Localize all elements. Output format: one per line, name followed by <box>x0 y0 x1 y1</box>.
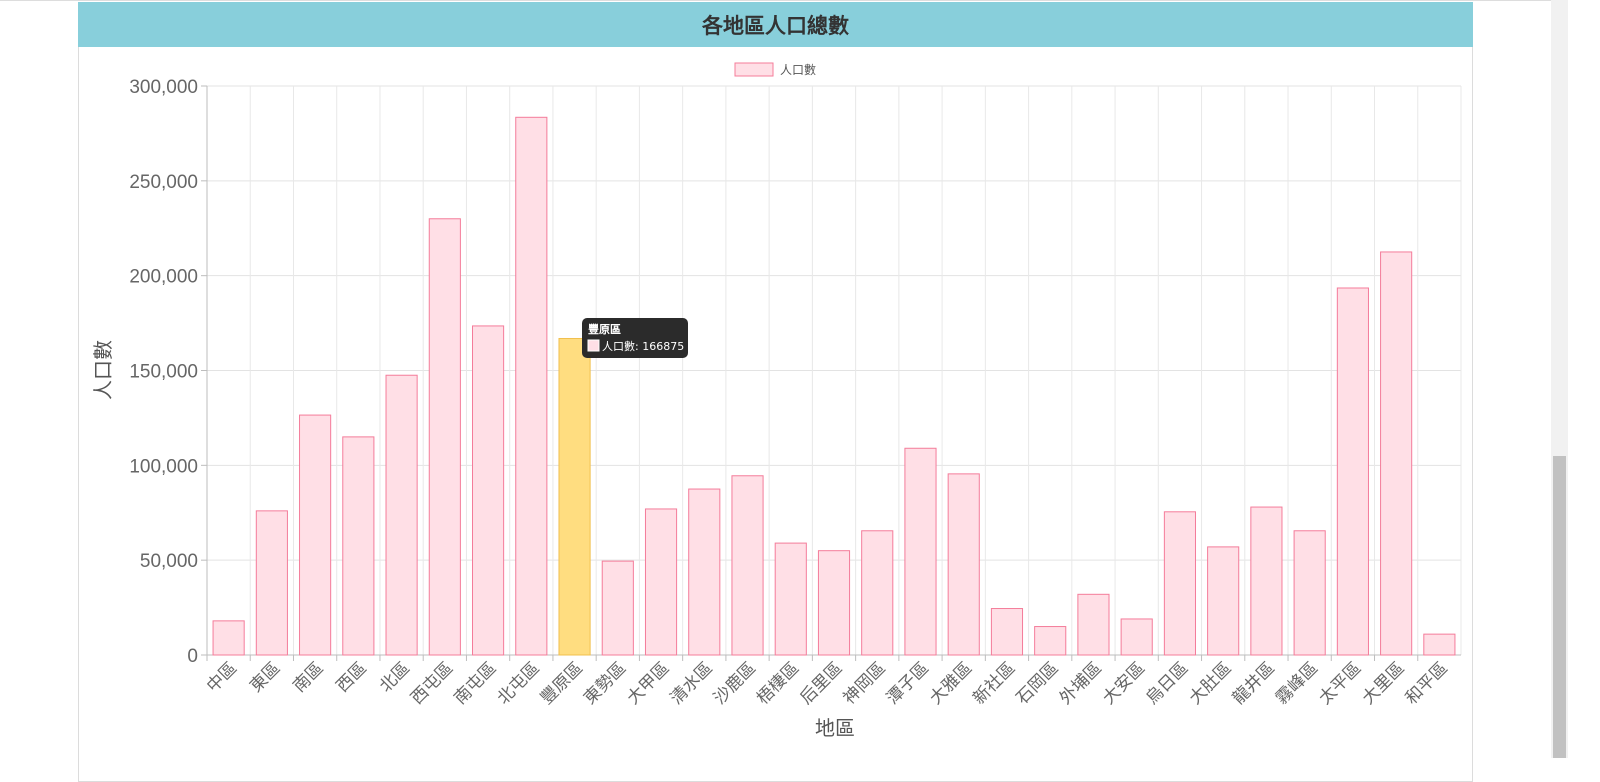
panel-title: 各地區人口總數 <box>702 12 849 38</box>
y-tick-label: 50,000 <box>140 551 198 572</box>
bar <box>472 325 505 656</box>
bar <box>385 374 418 656</box>
population-bar-chart[interactable]: 0 50,000 100,000 150,000 200,000 250,000 300,0… <box>0 0 1600 758</box>
x-tick-label: 大甲區 <box>623 658 673 708</box>
x-tick-label: 中區 <box>203 658 241 696</box>
x-tick-label: 大雅區 <box>926 658 976 708</box>
bar <box>299 414 332 656</box>
bar <box>688 488 721 656</box>
tooltip-box <box>582 318 688 358</box>
bar <box>342 436 375 656</box>
bar <box>947 473 980 656</box>
bar <box>861 530 894 656</box>
legend-swatch <box>734 62 774 77</box>
bar <box>1380 251 1413 656</box>
bar <box>1120 618 1153 656</box>
y-tick-label: 100,000 <box>129 456 198 477</box>
bar <box>255 510 288 656</box>
bar <box>1077 593 1110 656</box>
x-tick-label: 東區 <box>246 658 284 696</box>
bar <box>904 447 937 656</box>
scrollbar-thumb[interactable] <box>1553 456 1566 758</box>
x-tick-label: 西屯區 <box>407 658 457 708</box>
y-tick-label: 0 <box>187 646 198 667</box>
tooltip-swatch <box>587 339 600 352</box>
x-tick-label: 沙鹿區 <box>710 658 760 708</box>
x-axis-title: 地區 <box>815 716 855 740</box>
legend-label: 人口數 <box>780 63 816 77</box>
y-tick-label: 200,000 <box>129 267 198 288</box>
x-tick-label: 龍井區 <box>1229 658 1279 708</box>
x-tick-label: 南屯區 <box>450 658 500 708</box>
y-tick-label: 300,000 <box>129 77 198 98</box>
tooltip-title: 豐原區 <box>588 322 621 336</box>
bar <box>1034 626 1067 656</box>
bar <box>1423 633 1456 656</box>
bar <box>1293 530 1326 656</box>
y-tick-label: 150,000 <box>129 362 198 383</box>
panel-header: 各地區人口總數 <box>78 2 1473 47</box>
bar <box>817 550 851 656</box>
bar <box>774 542 807 656</box>
x-tick-label: 大安區 <box>1099 658 1149 708</box>
bar <box>1336 287 1369 656</box>
x-tick-label: 后里區 <box>796 658 846 708</box>
bar-highlighted <box>558 337 591 656</box>
x-tick-label: 大肚區 <box>1186 658 1236 708</box>
x-tick-label: 豐原區 <box>537 658 587 708</box>
x-tick-label: 西區 <box>333 658 371 696</box>
bar <box>515 116 548 656</box>
y-tick-label: 250,000 <box>129 172 198 193</box>
bar <box>428 218 461 656</box>
x-tick-label: 石岡區 <box>1013 658 1063 708</box>
x-tick-label: 大里區 <box>1358 658 1408 708</box>
x-tick-label: 北屯區 <box>494 658 544 708</box>
bar <box>601 560 634 656</box>
x-tick-label: 太平區 <box>1315 658 1365 708</box>
page-top-border <box>0 0 1600 1</box>
bar <box>731 475 764 656</box>
bar <box>1207 546 1240 656</box>
x-tick-label: 北區 <box>376 658 414 696</box>
bar <box>1163 511 1196 656</box>
right-gutter <box>1568 0 1600 758</box>
x-tick-label: 梧棲區 <box>753 658 803 708</box>
x-tick-label: 霧峰區 <box>1272 658 1322 708</box>
x-tick-label: 清水區 <box>667 658 717 708</box>
tooltip-label: 人口數: 166875 <box>602 340 684 353</box>
x-tick-label: 潭子區 <box>883 658 933 708</box>
bar <box>990 608 1024 656</box>
x-tick-label: 和平區 <box>1402 658 1452 708</box>
x-tick-label: 神岡區 <box>840 658 890 708</box>
bar <box>644 508 678 656</box>
x-tick-label: 新社區 <box>969 658 1019 708</box>
bar <box>212 620 245 656</box>
y-axis-title: 人口數 <box>91 340 115 400</box>
x-tick-label: 南區 <box>289 658 327 696</box>
x-tick-label: 外埔區 <box>1056 658 1106 708</box>
x-tick-label: 東勢區 <box>580 658 630 708</box>
bar <box>1250 506 1283 656</box>
x-tick-label: 烏日區 <box>1142 658 1192 708</box>
